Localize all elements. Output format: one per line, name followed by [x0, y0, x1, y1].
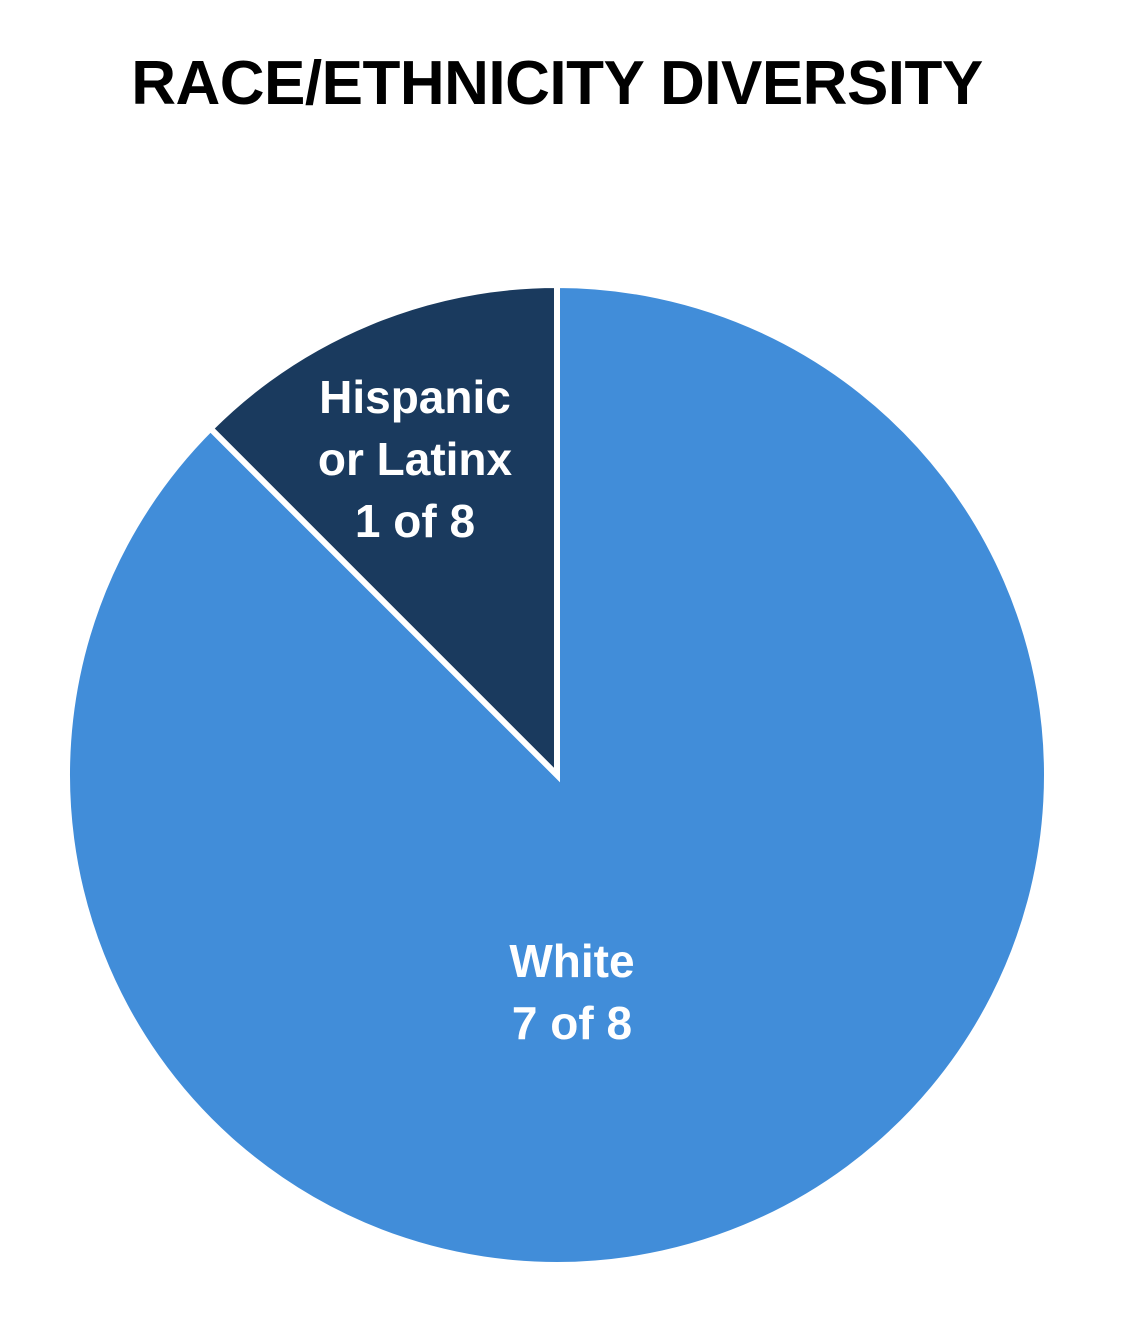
pie-slice	[206, 281, 560, 783]
slice-label: Hispanic or Latinx	[317, 371, 513, 485]
chart-title: RACE/ETHNICITY DIVERSITY	[131, 49, 983, 118]
slice-value-label: 7 of 8	[511, 997, 633, 1049]
slice-value-label: 1 of 8	[354, 495, 476, 547]
slice-label: White	[509, 935, 635, 987]
